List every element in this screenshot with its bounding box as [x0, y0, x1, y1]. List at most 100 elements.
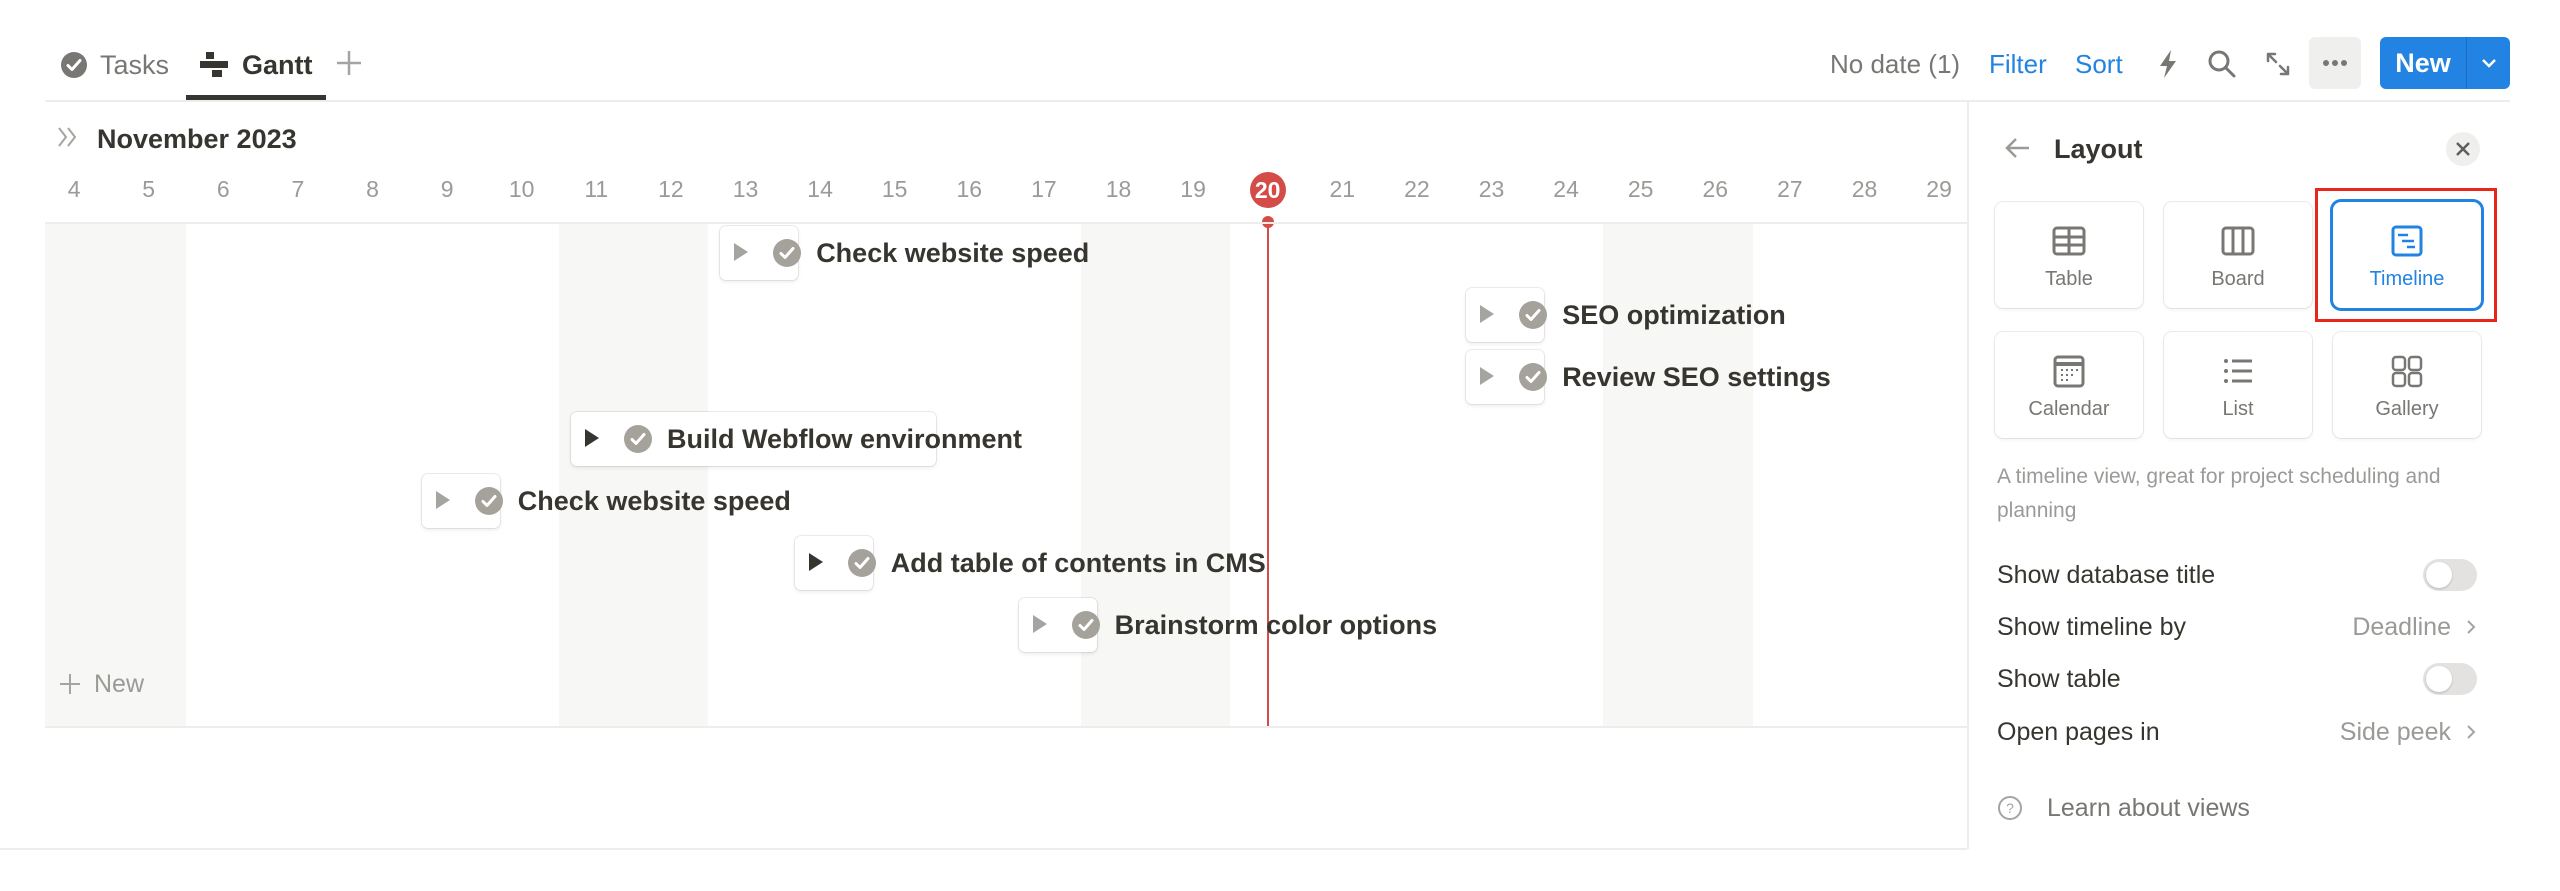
header-divider	[45, 100, 2510, 102]
day-number: 8	[366, 176, 379, 202]
tab-tasks[interactable]: Tasks	[60, 44, 169, 86]
expand-arrow-icon[interactable]	[585, 429, 599, 447]
day-label: 22	[1380, 172, 1455, 206]
layout-option-label: Board	[2211, 268, 2265, 290]
gantt-icon	[200, 52, 230, 78]
search-button[interactable]	[2204, 46, 2240, 82]
layout-option-list[interactable]: List	[2164, 332, 2312, 438]
check-circle-icon	[474, 486, 504, 521]
new-task-button[interactable]: New	[58, 666, 144, 702]
task-card[interactable]: Review SEO settings	[1466, 350, 1831, 404]
board-icon	[2164, 224, 2312, 258]
task-card[interactable]: Check website speed	[421, 474, 791, 528]
day-label: 8	[335, 172, 410, 206]
day-label: 15	[857, 172, 932, 206]
check-circle-icon	[1071, 610, 1101, 645]
expand-arrow-icon[interactable]	[435, 491, 450, 509]
task-title: SEO optimization	[1562, 300, 1786, 330]
divider	[2466, 37, 2467, 89]
setting-show-table[interactable]: Show table	[1997, 659, 2477, 699]
layout-option-board[interactable]: Board	[2164, 202, 2312, 308]
task-card[interactable]: SEO optimization	[1466, 288, 1786, 342]
day-number: 23	[1478, 176, 1505, 202]
timeline-area: 4 5 6 7 8 9 10 11 12 13 14 15 16 17 18 19 20 21 22 23 24 25 26…	[45, 102, 1967, 727]
expand-arrow-icon[interactable]	[1032, 615, 1047, 633]
table-icon	[1995, 224, 2143, 258]
tab-label: Tasks	[100, 49, 170, 80]
expand-button[interactable]	[2260, 46, 2296, 82]
day-number: 10	[508, 176, 535, 202]
plus-icon	[60, 674, 80, 694]
day-number: 29	[1926, 176, 1952, 202]
layout-option-label: List	[2222, 398, 2254, 420]
expand-arrow-icon[interactable]	[1480, 305, 1495, 323]
weekend-column	[1678, 223, 1753, 727]
setting-show-timeline-by[interactable]: Show timeline by Deadline	[1997, 607, 2477, 647]
list-icon	[2164, 354, 2312, 388]
setting-value: Deadline	[2352, 612, 2451, 641]
weekend-column	[1603, 223, 1678, 727]
day-number: 17	[1031, 176, 1057, 202]
day-label: 24	[1529, 172, 1604, 206]
no-date-button[interactable]: No date (1)	[1830, 48, 1961, 79]
new-dropdown-button[interactable]	[2467, 37, 2510, 89]
layout-description: A timeline view, great for project sched…	[1997, 465, 2441, 522]
month-title: November 2023	[97, 124, 297, 154]
show-database-title-toggle[interactable]	[2423, 559, 2477, 591]
task-card[interactable]: Add table of contents in CMS	[794, 536, 1266, 590]
arrow-left-icon	[2005, 138, 2029, 158]
chevron-right-icon	[2467, 620, 2476, 634]
setting-show-database-title[interactable]: Show database title	[1997, 555, 2477, 595]
expand-arrow-icon[interactable]	[734, 243, 749, 261]
day-label: 9	[410, 172, 485, 206]
gallery-icon	[2333, 354, 2481, 388]
search-icon	[2208, 50, 2236, 78]
layout-option-label: Gallery	[2375, 398, 2439, 420]
day-number: 26	[1702, 176, 1729, 202]
layout-option-table[interactable]: Table	[1995, 202, 2143, 308]
day-label: 19	[1156, 172, 1231, 206]
day-number: 4	[67, 176, 81, 202]
weekend-column	[633, 223, 709, 727]
day-number: 16	[956, 176, 983, 202]
weekend-column	[559, 223, 634, 727]
layout-option-calendar[interactable]: Calendar	[1995, 332, 2143, 438]
expand-arrow-icon[interactable]	[1480, 367, 1495, 385]
day-label: 23	[1454, 172, 1529, 206]
back-button[interactable]	[2003, 133, 2033, 168]
layout-option-label: Timeline	[2369, 268, 2445, 290]
setting-open-pages-in[interactable]: Open pages in Side peek	[1997, 712, 2477, 752]
task-card[interactable]: Build Webflow environment	[571, 412, 1022, 466]
show-table-toggle[interactable]	[2423, 663, 2477, 695]
expand-arrow-icon[interactable]	[808, 553, 823, 571]
task-title: Add table of contents in CMS	[890, 548, 1266, 578]
day-label: 13	[708, 172, 783, 206]
task-card[interactable]: Check website speed	[720, 226, 1089, 280]
day-label: 10	[484, 172, 559, 206]
filter-button[interactable]: Filter	[1989, 48, 2047, 79]
double-chevron-right-icon	[58, 127, 77, 147]
day-label: 7	[261, 172, 336, 206]
chevron-down-icon	[2481, 59, 2496, 68]
panel-title: Layout	[2054, 134, 2143, 164]
tab-gantt[interactable]: Gantt	[200, 44, 313, 86]
close-panel-button[interactable]	[2446, 132, 2480, 166]
new-button[interactable]: New	[2395, 47, 2451, 78]
learn-about-views-link[interactable]: ? Learn about views	[1997, 788, 2250, 828]
layout-option-gallery[interactable]: Gallery	[2333, 332, 2481, 438]
expand-icon	[2266, 52, 2290, 76]
task-title: Check website speed	[816, 238, 1090, 268]
day-label: 16	[932, 172, 1007, 206]
today-line	[1266, 222, 1269, 727]
layout-option-timeline[interactable]: Timeline	[2333, 202, 2481, 308]
help-icon: ?	[1998, 796, 2022, 820]
add-view-button[interactable]	[334, 48, 364, 83]
day-number: 11	[584, 176, 609, 202]
sort-button[interactable]: Sort	[2075, 48, 2123, 79]
task-card[interactable]: Brainstorm color options	[1018, 598, 1437, 652]
layout-panel	[1967, 102, 2560, 849]
automation-button[interactable]	[2150, 46, 2186, 82]
day-number: 19	[1180, 176, 1206, 202]
more-button[interactable]	[2309, 37, 2361, 89]
collapse-sidebar-button[interactable]	[56, 124, 80, 155]
